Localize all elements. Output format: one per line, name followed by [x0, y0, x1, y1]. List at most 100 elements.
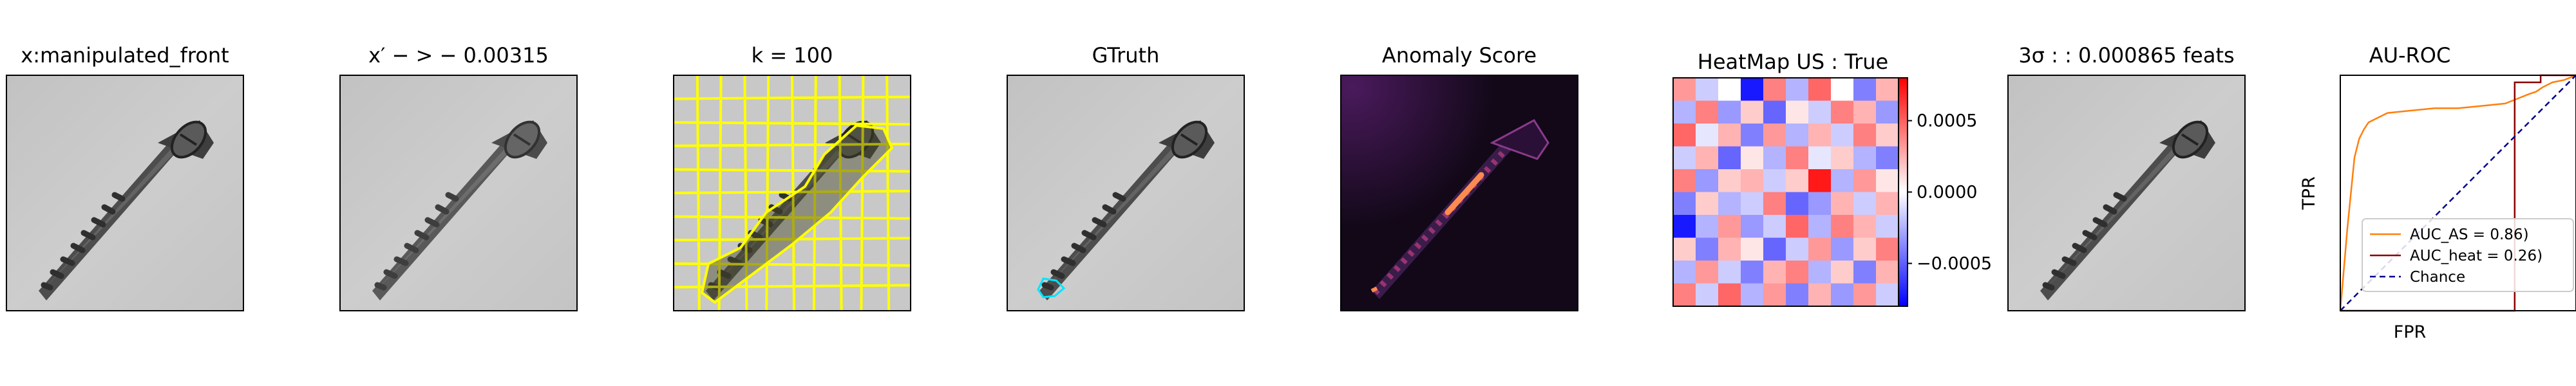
heatmap-cell — [1763, 78, 1786, 101]
heatmap-cell — [1718, 283, 1741, 307]
panel-roc: AU-ROC TPR FPR AUC_AS = 0.86) AUC_heat = … — [2299, 43, 2576, 342]
heatmap-cell — [1673, 78, 1696, 101]
heatmap-cell — [1786, 78, 1809, 101]
panel-ground-truth: GTruth — [1007, 43, 1245, 311]
heatmap-cell — [1696, 215, 1719, 238]
heatmap-cell — [1718, 237, 1741, 261]
heatmap-cell — [1741, 283, 1764, 307]
heatmap-cell — [1696, 237, 1719, 261]
heatmap-cell — [1786, 261, 1809, 284]
ground-truth-contour — [1037, 277, 1066, 299]
heatmap-cell — [1741, 237, 1764, 261]
heatmap-cell — [1718, 100, 1741, 124]
heatmap-cell — [1831, 100, 1854, 124]
panel-anomaly-score: Anomaly Score — [1340, 43, 1578, 311]
heatmap-cell — [1763, 261, 1786, 284]
colorbar-tick-label: −0.0005 — [1917, 253, 1992, 273]
heatmap-cell — [1673, 169, 1696, 192]
heatmap-cell — [1696, 146, 1719, 170]
heatmap-cell — [1763, 100, 1786, 124]
heatmap-cell — [1831, 237, 1854, 261]
panel-title-original: x:manipulated_front — [21, 43, 229, 68]
heatmap-cell — [1808, 283, 1832, 307]
heatmap-cell — [1808, 169, 1832, 192]
heatmap-cell — [1673, 192, 1696, 216]
heatmap-cell — [1696, 100, 1719, 124]
segment-boundary-v — [838, 75, 843, 311]
roc-legend-box — [2362, 218, 2574, 292]
segment-boundary-h — [673, 190, 911, 194]
heatmap-cell — [1831, 192, 1854, 216]
heatmap-cell — [1696, 78, 1719, 101]
heatmap-cell — [1718, 215, 1741, 238]
heatmap-cell — [1741, 78, 1764, 101]
heatmap-cell — [1763, 192, 1786, 216]
heatmap-cell — [1876, 169, 1899, 192]
heatmap-cell — [1718, 124, 1741, 147]
panel-title-anomaly-score: Anomaly Score — [1382, 43, 1537, 68]
roc-legend-label: AUC_AS = 0.86) — [2410, 226, 2529, 243]
heatmap-cell — [1786, 237, 1809, 261]
heatmap-cell — [1673, 261, 1696, 284]
heatmap-cell — [1786, 100, 1809, 124]
heatmap-cell — [1741, 192, 1764, 216]
heatmap-cell — [1876, 124, 1899, 147]
panel-segments: k = 100 — [673, 43, 911, 311]
heatmap-cell — [1696, 192, 1719, 216]
panel-title-segments: k = 100 — [752, 43, 833, 68]
heatmap-cell — [1876, 283, 1899, 307]
panel-manipulated: x′ − > − 0.00315 — [339, 43, 578, 311]
heatmap-cell — [1786, 146, 1809, 170]
heatmap-cell — [1853, 261, 1877, 284]
heatmap-cell — [1853, 146, 1877, 170]
heatmap-cells — [1673, 78, 1899, 307]
heatmap-cell — [1718, 192, 1741, 216]
colorbar — [1899, 78, 1908, 306]
heatmap-cell — [1853, 215, 1877, 238]
heatmap-cell — [1718, 146, 1741, 170]
panel-original: x:manipulated_front — [6, 43, 244, 311]
heatmap-cell — [1673, 283, 1696, 307]
heatmap-cell — [1808, 100, 1832, 124]
heatmap-cell — [1718, 261, 1741, 284]
heatmap-cell — [1853, 169, 1877, 192]
panel-title-3sigma: 3σ : : 0.000865 feats — [2018, 43, 2234, 68]
segment-boundary-v — [886, 75, 891, 311]
panel-heatmap: HeatMap US : True 0.0005 0.0000 −0.0005 — [1672, 50, 1992, 307]
heatmap-cell — [1831, 215, 1854, 238]
heatmap-cell — [1808, 78, 1832, 101]
heatmap-cell — [1786, 192, 1809, 216]
heatmap-cell — [1763, 169, 1786, 192]
panel-3sigma: 3σ : : 0.000865 feats — [2007, 43, 2246, 311]
segment-boundary-h — [673, 237, 911, 242]
heatmap-cell — [1876, 192, 1899, 216]
heatmap-cell — [1808, 237, 1832, 261]
heatmap-cell — [1808, 146, 1832, 170]
heatmap-cell — [1831, 78, 1854, 101]
panel-title-manipulated: x′ − > − 0.00315 — [368, 43, 549, 68]
heatmap-cell — [1763, 237, 1786, 261]
heatmap-cell — [1673, 146, 1696, 170]
roc-legend-label: Chance — [2410, 269, 2465, 286]
heatmap-cell — [1718, 169, 1741, 192]
heatmap-cell — [1876, 146, 1899, 170]
heatmap-cell — [1831, 261, 1854, 284]
colorbar-ticks: 0.0005 0.0000 −0.0005 — [1908, 111, 1992, 273]
heatmap-cell — [1786, 124, 1809, 147]
heatmap-cell — [1876, 78, 1899, 101]
heatmap-cell — [1876, 215, 1899, 238]
heatmap-cell — [1741, 261, 1764, 284]
colorbar-tick-label: 0.0000 — [1917, 183, 1977, 203]
heatmap-cell — [1853, 192, 1877, 216]
colorbar-tick-label: 0.0005 — [1917, 111, 1977, 131]
heatmap-cell — [1831, 124, 1854, 147]
heatmap-cell — [1853, 124, 1877, 147]
roc-xlabel: FPR — [2394, 322, 2427, 342]
roc-legend-label: AUC_heat = 0.26) — [2410, 248, 2543, 264]
heatmap-cell — [1741, 146, 1764, 170]
heatmap-cell — [1673, 100, 1696, 124]
heatmap-cell — [1831, 146, 1854, 170]
heatmap-cell — [1741, 215, 1764, 238]
heatmap-cell — [1831, 169, 1854, 192]
